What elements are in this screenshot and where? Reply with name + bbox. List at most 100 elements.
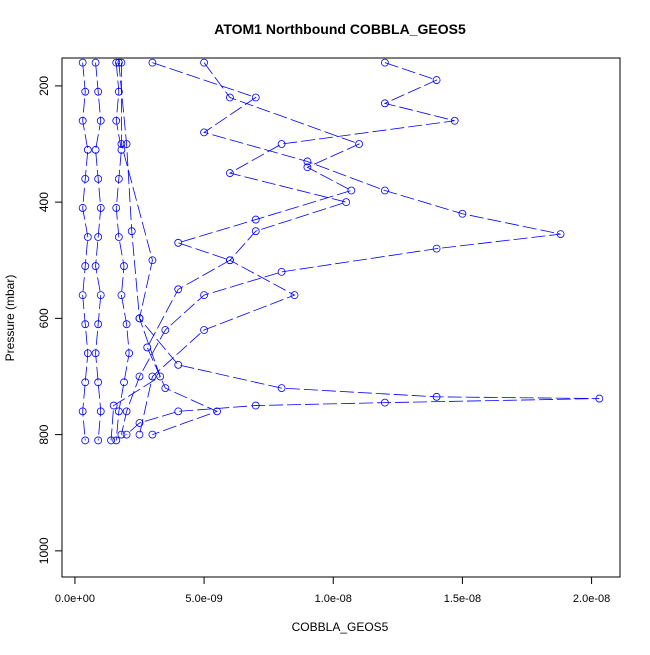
data-point [135,314,144,323]
data-point [94,378,103,387]
data-point [107,436,115,445]
data-point [91,145,100,154]
data-point [117,430,126,439]
data-point [381,186,389,195]
data-point [458,209,467,218]
data-point [117,58,126,67]
y-tick-label: 800 [37,424,51,444]
data-point [81,174,90,183]
x-tick-label: 1.0e-08 [315,593,352,605]
data-point [112,58,121,67]
data-point [200,58,208,67]
data-point [174,285,183,294]
data-point [381,398,389,407]
y-tick-label: 600 [37,308,51,328]
data-point [83,233,92,241]
data-point [174,360,183,369]
chart-title: ATOM1 Northbound COBBLA_GEOS5 [214,21,466,37]
data-point [277,384,286,393]
data-point [83,349,92,358]
x-tick-label: 1.5e-08 [444,593,481,605]
data-point [290,291,299,300]
data-point [277,267,286,276]
data-point [117,291,126,300]
data-point [556,230,565,238]
x-tick-label: 0.0e+00 [55,593,95,605]
data-point [347,186,356,195]
data-point [78,204,87,212]
series-line [82,62,89,441]
data-point [303,163,312,172]
data-point [78,407,87,416]
data-point [122,430,131,439]
data-point [174,407,183,416]
y-tick-label: 200 [37,76,51,96]
series-line [110,62,161,441]
data-point [81,262,90,270]
data-point [251,401,260,410]
data-point [355,140,363,148]
data-point [96,204,105,212]
data-point [83,145,92,154]
data-point [432,244,441,253]
data-point [226,256,234,265]
data-point [96,407,105,416]
data-point [174,238,183,247]
series-line [139,62,455,435]
data-point [595,394,604,403]
data-point [114,174,123,183]
data-point [109,401,118,410]
data-point [200,291,208,300]
data-point [148,256,157,265]
series-line [121,62,600,435]
data-point [432,76,441,84]
data-point [161,384,170,393]
data-point [143,343,152,352]
data-point [122,407,131,416]
y-axis-title: Pressure (mbar) [3,275,17,362]
y-tick-label: 400 [37,192,51,212]
data-point [112,204,121,212]
data-point [120,378,128,387]
data-point [251,93,260,102]
data-point [125,349,134,358]
data-point [303,157,312,166]
data-point [381,99,389,108]
data-point [94,436,103,445]
data-point [200,128,208,137]
data-point [148,372,157,381]
data-point [226,93,234,102]
data-point [127,227,136,236]
data-point [81,87,90,96]
data-point [226,169,234,177]
data-point [112,116,121,125]
data-point [81,320,90,329]
data-point [91,262,100,270]
data-point [78,58,87,67]
data-point [114,407,123,416]
data-point [96,116,105,125]
data-point [122,140,131,148]
data-point [94,174,103,183]
data-point [120,262,128,270]
x-axis-title: COBBLA_GEOS5 [292,620,389,634]
series-line [121,62,561,435]
plot-frame [61,57,621,578]
y-tick-label: 1000 [37,537,51,564]
data-point [91,349,100,358]
data-point [381,58,389,67]
data-point [213,407,221,416]
data-point [135,419,144,427]
data-point [91,58,100,67]
data-point [114,87,123,96]
data-point [277,140,286,148]
data-point [450,116,459,125]
data-point [112,436,121,445]
series-line [115,62,130,441]
data-point [251,227,260,236]
x-tick-label: 5.0e-09 [185,593,222,605]
data-point [81,378,90,387]
data-point [122,320,131,329]
data-point [117,145,126,154]
data-point [148,430,157,439]
